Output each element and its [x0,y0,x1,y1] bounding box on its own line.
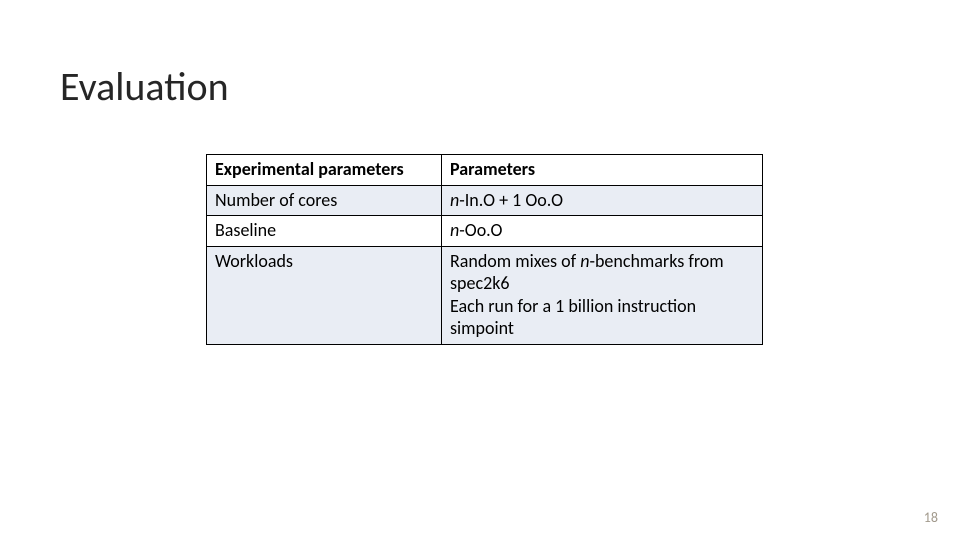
table-row: Baselinen-Oo.O [207,216,763,247]
row-label: Baseline [207,216,442,247]
col-header-left: Experimental parameters [207,155,442,186]
col-header-right: Parameters [442,155,763,186]
row-label: Workloads [207,246,442,344]
row-value: Random mixes of n-benchmarks from spec2k… [442,246,763,344]
slide-title: Evaluation [60,62,229,111]
table-row: WorkloadsRandom mixes of n-benchmarks fr… [207,246,763,344]
slide: Evaluation Experimental parameters Param… [0,0,960,540]
table-header-row: Experimental parameters Parameters [207,155,763,186]
parameters-table-container: Experimental parameters Parameters Numbe… [206,154,762,345]
table-row: Number of coresn-In.O + 1 Oo.O [207,185,763,216]
row-value: n-Oo.O [442,216,763,247]
page-number: 18 [924,509,938,526]
table-body: Number of coresn-In.O + 1 Oo.OBaselinen-… [207,185,763,344]
row-value: n-In.O + 1 Oo.O [442,185,763,216]
row-label: Number of cores [207,185,442,216]
parameters-table: Experimental parameters Parameters Numbe… [206,154,763,345]
